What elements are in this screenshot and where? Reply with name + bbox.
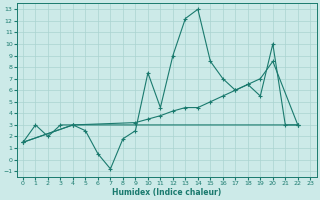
- X-axis label: Humidex (Indice chaleur): Humidex (Indice chaleur): [112, 188, 221, 197]
